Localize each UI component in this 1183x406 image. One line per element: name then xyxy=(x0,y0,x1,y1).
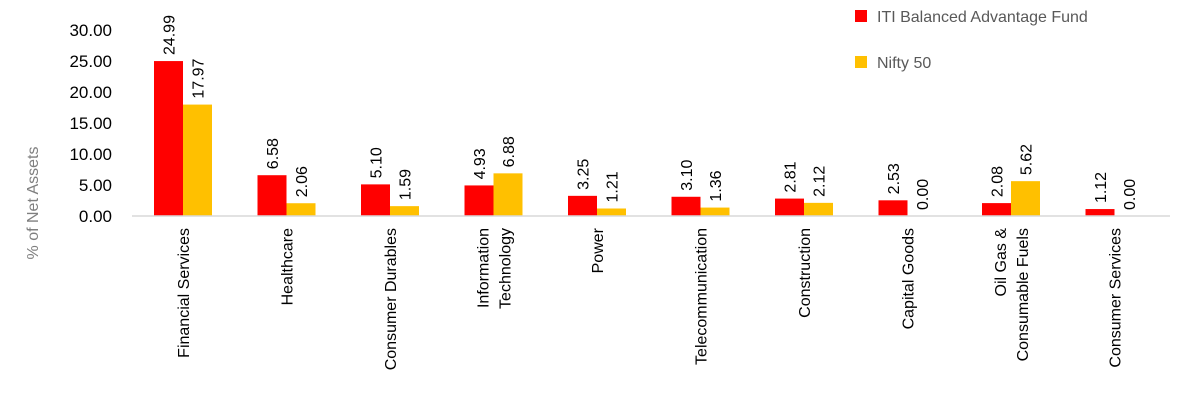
data-labels: 24.99 17.97 6.58 2.06 5.10 1.59 4.93 6.88 3.25 1.… xyxy=(162,15,1140,210)
category-labels: Financial Services Healthcare Consumer Dur… xyxy=(176,227,1125,370)
data-label-nifty: 17.97 xyxy=(191,58,208,98)
legend-label: ITI Balanced Advantage Fund xyxy=(877,9,1088,26)
y-tick-label: 10.00 xyxy=(69,145,112,164)
category-label: Consumer Durables xyxy=(383,228,400,370)
y-axis-ticks: 0.00 5.00 10.00 15.00 20.00 25.00 30.00 xyxy=(69,21,112,226)
legend-item: ITI Balanced Advantage Fund xyxy=(855,9,1088,26)
bar-nifty xyxy=(286,203,316,216)
y-tick-label: 30.00 xyxy=(69,21,112,40)
category-label: Capital Goods xyxy=(901,228,918,329)
category-label-line: Consumable Fuels xyxy=(1015,228,1032,361)
data-label-fund: 3.10 xyxy=(679,160,696,191)
y-tick-label: 25.00 xyxy=(69,52,112,71)
bar-nifty xyxy=(597,208,626,216)
data-label-fund: 24.99 xyxy=(162,15,179,55)
legend-label: Nifty 50 xyxy=(877,55,931,72)
legend-swatch xyxy=(855,10,867,22)
category-label: Healthcare xyxy=(280,228,297,305)
category-label-line: Telecommunication xyxy=(694,228,711,365)
bar-fund xyxy=(464,185,494,216)
bar-nifty xyxy=(493,173,523,216)
category-label: Financial Services xyxy=(176,228,193,358)
data-label-nifty: 1.21 xyxy=(605,171,622,202)
y-tick-label: 20.00 xyxy=(69,83,112,102)
legend-swatch xyxy=(855,56,867,68)
category-label: Consumer Services xyxy=(1108,228,1125,368)
bar-nifty xyxy=(1011,181,1040,216)
bar-fund xyxy=(775,198,804,216)
data-label-nifty: 0.00 xyxy=(1122,179,1139,210)
category-label: Power xyxy=(590,227,607,273)
data-label-nifty: 1.59 xyxy=(398,169,415,200)
bar-nifty xyxy=(804,202,833,216)
category-label-line: Financial Services xyxy=(176,228,193,358)
category-label: Construction xyxy=(797,228,814,318)
y-tick-label: 5.00 xyxy=(79,176,112,195)
bar-fund xyxy=(568,195,597,216)
bar-fund xyxy=(982,203,1011,216)
category-label: Information Technology xyxy=(476,228,515,309)
bar-nifty xyxy=(700,207,730,216)
y-axis-title: % of Net Assets xyxy=(25,147,42,260)
data-label-fund: 2.81 xyxy=(783,161,800,192)
data-label-fund: 4.93 xyxy=(472,148,489,179)
data-label-nifty: 5.62 xyxy=(1019,144,1036,175)
data-label-nifty: 1.36 xyxy=(708,170,725,201)
category-label-line: Oil Gas & xyxy=(993,228,1010,297)
category-label-line: Information xyxy=(476,228,493,308)
category-label-line: Consumer Durables xyxy=(383,228,400,370)
bar-fund xyxy=(154,61,183,217)
category-label-line: Technology xyxy=(498,228,515,309)
bar-fund xyxy=(1085,209,1115,216)
category-label-line: Healthcare xyxy=(280,228,297,305)
category-label: Telecommunication xyxy=(694,228,711,365)
data-label-fund: 2.08 xyxy=(990,166,1007,197)
bar-fund xyxy=(671,196,701,216)
category-label-line: Power xyxy=(590,227,607,273)
bar-fund xyxy=(257,175,287,216)
data-label-nifty: 0.00 xyxy=(915,179,932,210)
data-label-nifty: 2.06 xyxy=(294,166,311,197)
data-label-fund: 5.10 xyxy=(369,147,386,178)
bars xyxy=(154,61,1115,217)
category-label-line: Construction xyxy=(797,228,814,318)
data-label-fund: 6.58 xyxy=(265,138,282,169)
data-label-nifty: 6.88 xyxy=(501,136,518,167)
legend-item: Nifty 50 xyxy=(855,55,931,72)
bar-nifty xyxy=(390,206,419,216)
category-label-line: Capital Goods xyxy=(901,228,918,329)
bar-nifty xyxy=(183,104,212,216)
data-label-fund: 1.12 xyxy=(1093,172,1110,203)
legend: ITI Balanced Advantage Fund Nifty 50 xyxy=(855,9,1088,72)
data-label-nifty: 2.12 xyxy=(812,166,829,197)
bar-fund xyxy=(878,200,908,216)
category-label-line: Consumer Services xyxy=(1108,228,1125,368)
y-tick-label: 15.00 xyxy=(69,114,112,133)
bar-fund xyxy=(361,184,390,216)
data-label-fund: 2.53 xyxy=(886,163,903,194)
y-tick-label: 0.00 xyxy=(79,207,112,226)
data-label-fund: 3.25 xyxy=(576,159,593,190)
category-label: Oil Gas & Consumable Fuels xyxy=(993,228,1032,362)
